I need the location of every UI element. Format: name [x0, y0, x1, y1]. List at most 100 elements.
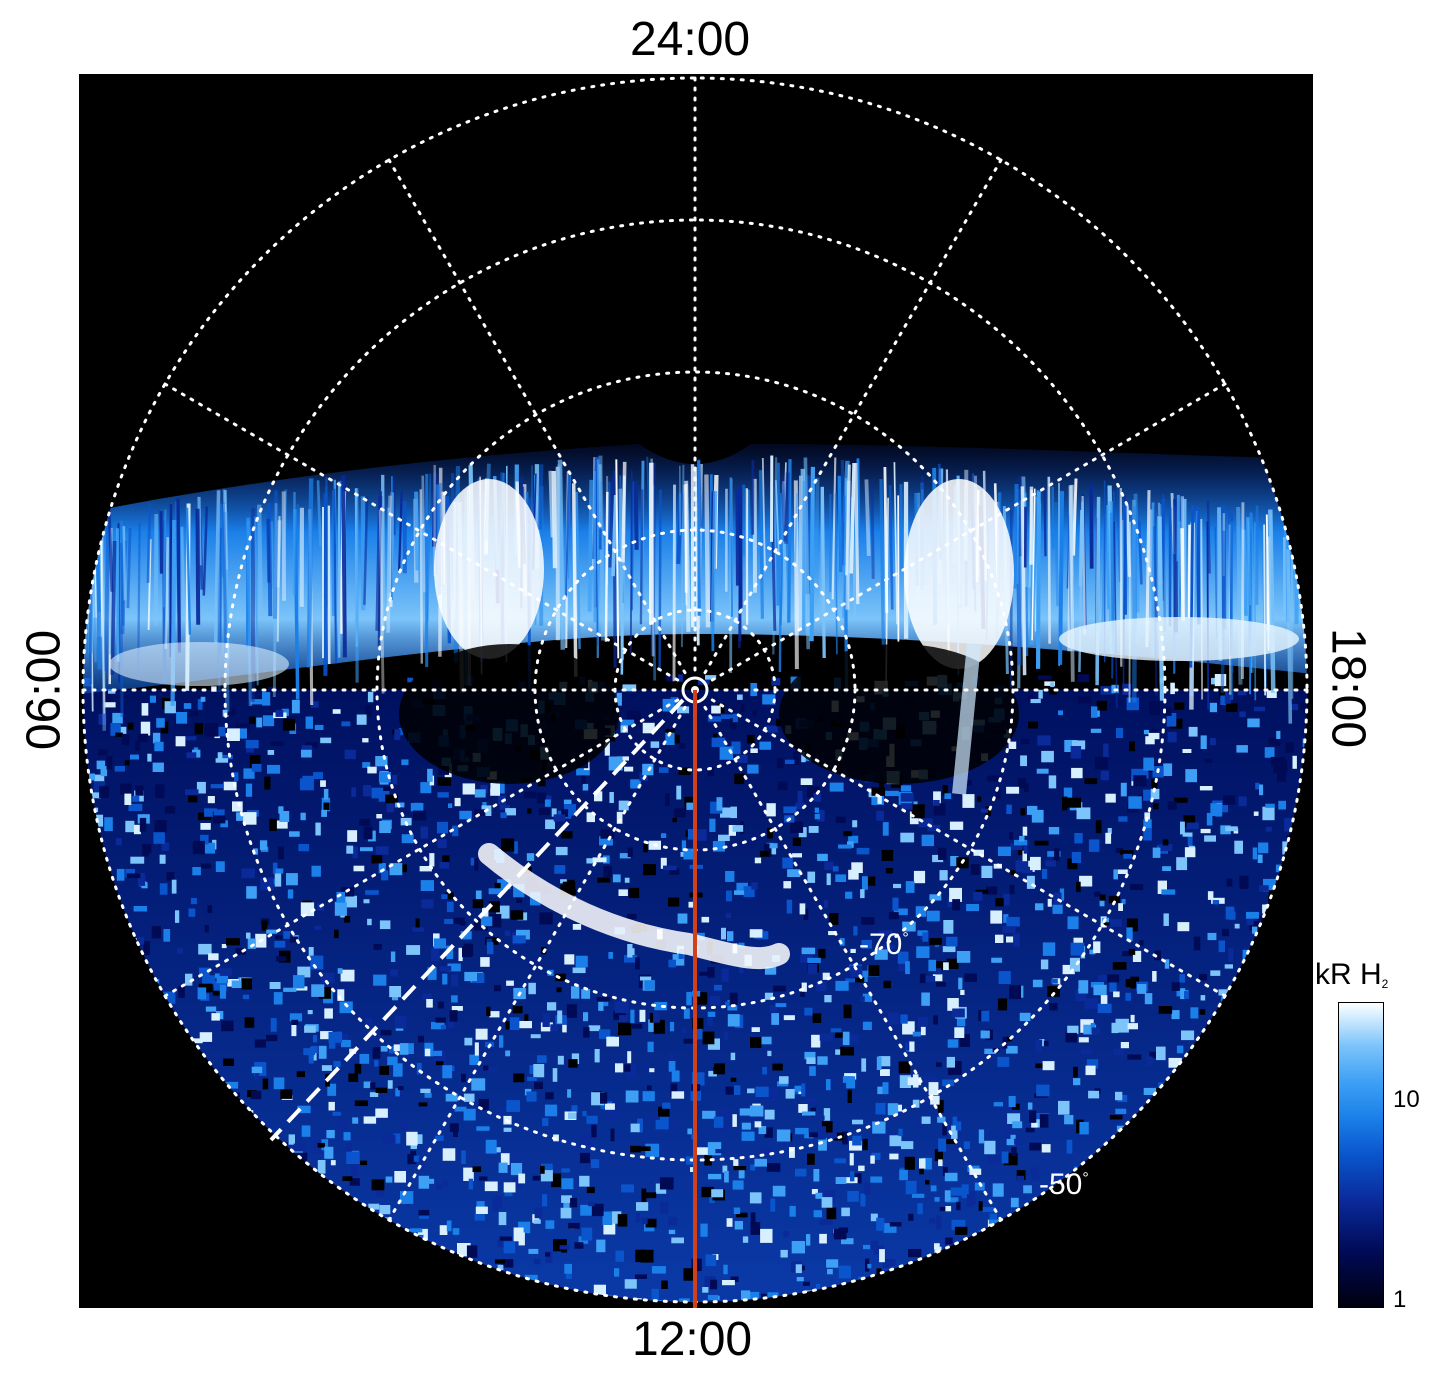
noise-speckle [730, 1276, 739, 1282]
noise-speckle [475, 890, 482, 900]
noise-speckle [911, 804, 925, 819]
noise-speckle [676, 785, 682, 800]
noise-speckle [826, 1128, 837, 1139]
noise-speckle [1123, 853, 1132, 859]
noise-speckle [161, 1153, 171, 1163]
noise-speckle [737, 694, 743, 700]
noise-speckle [733, 1159, 739, 1166]
noise-speckle [444, 1252, 457, 1258]
noise-speckle [334, 929, 339, 939]
noise-speckle [215, 1193, 226, 1202]
noise-speckle [157, 1156, 165, 1162]
noise-speckle [438, 766, 449, 775]
noise-speckle [219, 754, 233, 760]
noise-speckle [159, 1038, 173, 1050]
noise-speckle [390, 951, 396, 962]
noise-speckle [262, 715, 275, 727]
noise-speckle [463, 1167, 474, 1181]
noise-speckle [789, 1205, 796, 1217]
noise-speckle [794, 1085, 803, 1092]
noise-speckle [113, 1307, 124, 1308]
noise-speckle [762, 1066, 767, 1075]
noise-speckle [860, 1193, 866, 1207]
noise-speckle [1226, 878, 1233, 887]
noise-speckle [1156, 1046, 1166, 1061]
noise-speckle [1115, 1108, 1127, 1114]
auroral-streak [856, 458, 861, 538]
noise-speckle [212, 1133, 224, 1144]
auroral-streak [618, 488, 624, 660]
noise-speckle [270, 1018, 277, 1032]
noise-speckle [981, 1010, 990, 1022]
noise-speckle [1052, 904, 1063, 914]
noise-speckle [324, 1146, 334, 1159]
noise-speckle [726, 1218, 733, 1227]
noise-speckle [422, 993, 432, 1001]
noise-speckle [248, 1292, 255, 1302]
noise-speckle [1026, 875, 1035, 889]
noise-speckle [1117, 869, 1128, 874]
graticule-meridian [710, 698, 1227, 998]
noise-speckle [681, 1028, 686, 1034]
noise-speckle [510, 1163, 523, 1176]
noise-speckle [897, 951, 909, 964]
noise-speckle [415, 918, 420, 928]
noise-speckle [1300, 1299, 1306, 1302]
noise-speckle [591, 1159, 600, 1169]
noise-speckle [178, 1231, 187, 1243]
noise-speckle [354, 1100, 368, 1107]
noise-speckle [394, 729, 401, 740]
noise-speckle [1007, 1230, 1015, 1238]
noise-speckle [929, 894, 942, 901]
noise-speckle [660, 1201, 669, 1214]
auroral-streak [1206, 521, 1210, 710]
noise-speckle [545, 1251, 553, 1264]
noise-speckle [1292, 1188, 1299, 1202]
noise-speckle [921, 992, 930, 1006]
noise-speckle [1014, 1138, 1023, 1145]
noise-speckle [1127, 1054, 1142, 1060]
noise-speckle [115, 732, 123, 737]
noise-speckle [671, 1237, 684, 1244]
noise-speckle [926, 910, 940, 922]
noise-speckle [624, 877, 630, 883]
noise-speckle [123, 1198, 132, 1206]
noise-speckle [707, 1017, 713, 1027]
noise-speckle [843, 831, 852, 837]
noise-speckle [929, 1095, 940, 1105]
noise-speckle [146, 1170, 156, 1176]
noise-speckle [1153, 1203, 1159, 1210]
noise-speckle [1210, 1071, 1222, 1081]
noise-speckle [1170, 1263, 1175, 1274]
noise-speckle [1222, 1047, 1233, 1053]
noise-speckle [1062, 796, 1068, 811]
noise-speckle [204, 808, 217, 817]
noise-speckle [725, 1001, 732, 1007]
noise-speckle [85, 956, 97, 970]
noise-speckle [189, 1115, 201, 1120]
noise-speckle [311, 1092, 317, 1102]
noise-speckle [732, 1180, 744, 1190]
noise-speckle [200, 696, 206, 702]
noise-speckle [393, 1133, 401, 1144]
noise-speckle [452, 825, 459, 837]
noise-speckle [765, 725, 778, 733]
noise-speckle [360, 1160, 368, 1166]
noise-speckle [488, 888, 502, 895]
noise-speckle [1083, 1228, 1098, 1238]
noise-speckle [592, 857, 607, 863]
noise-speckle [759, 850, 770, 857]
noise-speckle [956, 1013, 966, 1027]
noise-speckle [1272, 1296, 1278, 1302]
noise-speckle [1171, 982, 1180, 991]
noise-speckle [213, 809, 225, 816]
noise-speckle [219, 984, 226, 999]
noise-speckle [1180, 1158, 1191, 1165]
noise-speckle [207, 905, 213, 914]
noise-speckle [901, 1141, 914, 1150]
noise-speckle [960, 1296, 970, 1302]
noise-speckle [291, 699, 300, 714]
noise-speckle [921, 1157, 932, 1170]
noise-speckle [1028, 721, 1039, 729]
noise-speckle [394, 1171, 406, 1183]
